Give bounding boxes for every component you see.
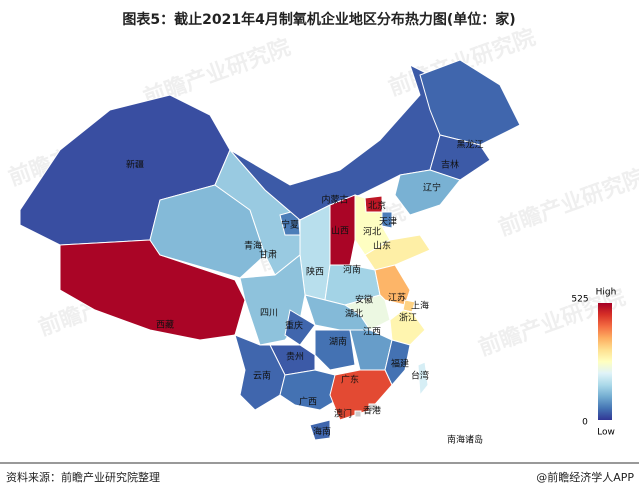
legend-low: Low xyxy=(597,428,615,438)
legend-high: High xyxy=(596,288,617,298)
region-label: 新疆 xyxy=(126,159,144,171)
region-label: 广西 xyxy=(299,396,317,408)
source: 资料来源：前瞻产业研究院整理 xyxy=(6,470,160,484)
region-label: 台湾 xyxy=(411,370,429,382)
region-label: 甘肃 xyxy=(259,249,277,261)
region-label: 北京 xyxy=(368,200,386,212)
region-label: 河北 xyxy=(363,226,381,238)
region-label: 湖北 xyxy=(345,309,363,320)
brand: @前瞻经济学人APP xyxy=(536,470,634,484)
legend-max: 525 xyxy=(571,295,588,305)
region-label: 湖南 xyxy=(329,336,347,348)
region-label: 上海 xyxy=(411,300,429,312)
region-label: 山西 xyxy=(331,226,349,237)
region-label: 吉林 xyxy=(441,159,459,171)
region-label: 安徽 xyxy=(355,294,373,306)
region-label: 贵州 xyxy=(286,351,304,363)
region-label: 广东 xyxy=(341,374,359,386)
region xyxy=(309,419,331,441)
region-label: 内蒙古 xyxy=(321,194,348,206)
region-label: 云南 xyxy=(253,370,271,382)
region xyxy=(354,410,362,418)
region xyxy=(429,134,491,181)
region-label: 四川 xyxy=(260,309,278,319)
region xyxy=(368,403,378,412)
region xyxy=(304,294,371,331)
region-label: 浙江 xyxy=(399,312,417,324)
region-label: 辽宁 xyxy=(423,182,441,194)
region xyxy=(299,204,331,301)
region-label: 青海 xyxy=(244,240,262,252)
colorbar xyxy=(598,303,612,420)
watermark: 前瞻产业研究院 xyxy=(495,164,639,241)
region-label: 重庆 xyxy=(285,320,303,332)
region xyxy=(329,369,393,421)
chart-title: 图表5：截止2021年4月制氧机企业地区分布热力图(单位：家) xyxy=(122,11,515,28)
region-label: 山东 xyxy=(373,240,391,252)
region xyxy=(314,329,356,371)
region xyxy=(394,169,461,216)
region xyxy=(419,59,521,146)
region-label: 澳门 xyxy=(334,408,352,420)
region-label: 香港 xyxy=(363,405,381,417)
legend-min: 0 xyxy=(582,418,588,428)
region-label: 江西 xyxy=(363,327,381,338)
region xyxy=(354,194,391,256)
inset-label: 南海诸岛 xyxy=(447,434,483,446)
region-label: 宁夏 xyxy=(281,219,299,231)
region-label: 陕西 xyxy=(306,266,324,278)
region-label: 河南 xyxy=(343,264,361,276)
region-label: 海南 xyxy=(313,426,331,438)
region-label: 福建 xyxy=(391,358,409,370)
region-label: 西藏 xyxy=(156,319,174,331)
region-label: 江苏 xyxy=(388,292,406,304)
region-label: 天津 xyxy=(379,217,397,228)
region-label: 黑龙江 xyxy=(456,139,483,151)
region xyxy=(417,361,429,397)
